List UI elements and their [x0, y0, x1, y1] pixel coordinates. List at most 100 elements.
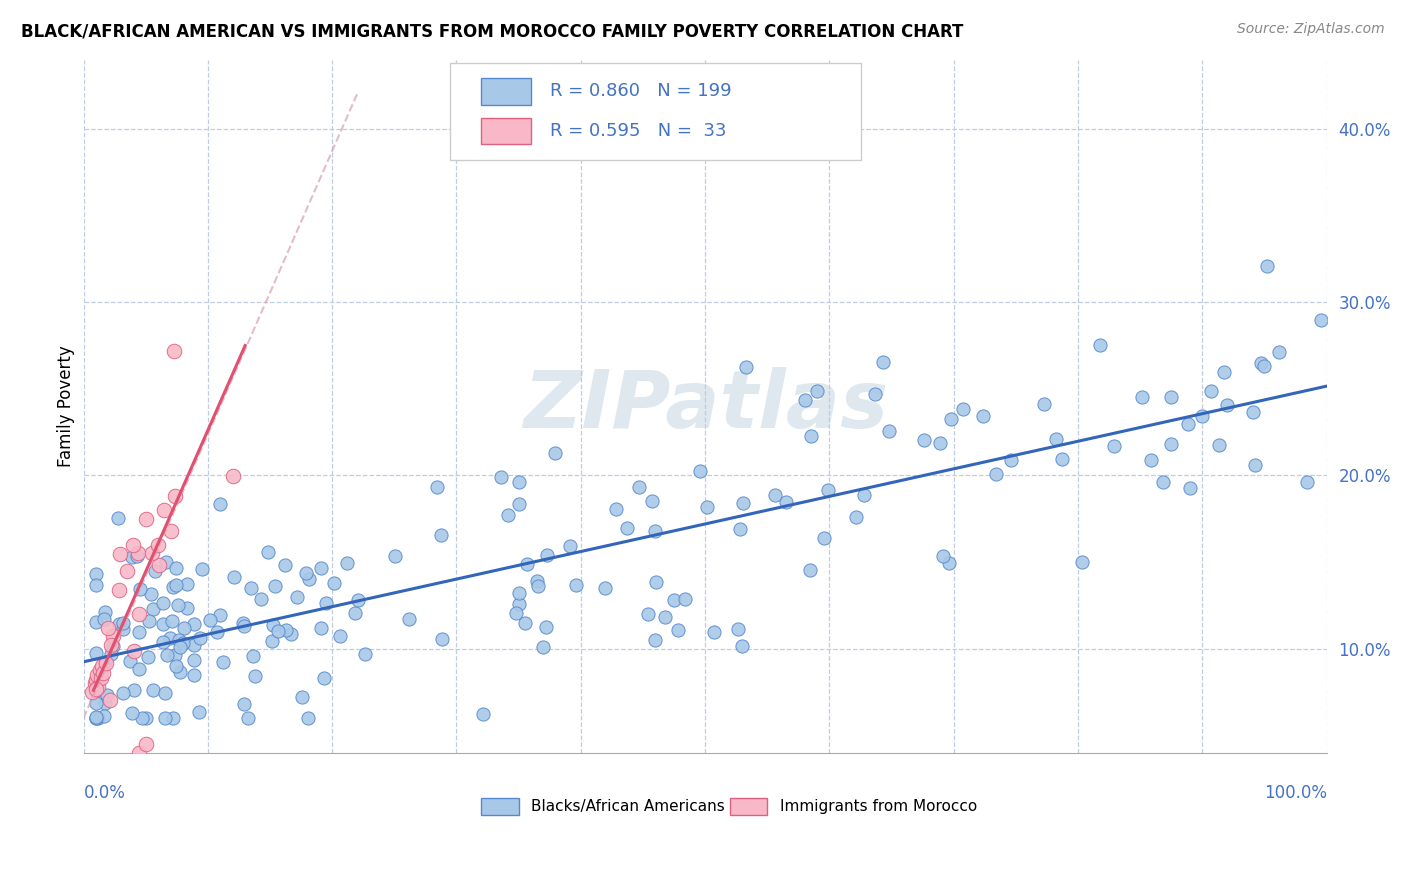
- Point: [285, 590, 308, 604]
- Point: [135, 737, 157, 751]
- Point: [972, 409, 994, 423]
- Point: [173, 621, 195, 635]
- Point: [329, 629, 352, 643]
- Point: [240, 581, 263, 595]
- Point: [644, 524, 666, 539]
- Point: [112, 615, 135, 630]
- Point: [666, 623, 689, 637]
- Point: [938, 556, 960, 570]
- Point: [274, 623, 297, 637]
- Point: [108, 617, 131, 632]
- Point: [124, 644, 146, 658]
- Point: [166, 598, 188, 612]
- Point: [232, 615, 254, 630]
- Point: [155, 686, 177, 700]
- Point: [84, 711, 107, 725]
- Point: [172, 636, 194, 650]
- Point: [1160, 390, 1182, 404]
- Point: [128, 746, 150, 760]
- Point: [952, 402, 974, 417]
- Point: [489, 469, 512, 483]
- Point: [122, 538, 145, 552]
- Point: [135, 711, 157, 725]
- Point: [322, 576, 344, 591]
- Point: [426, 480, 449, 494]
- Text: 0.0%: 0.0%: [83, 784, 125, 802]
- Point: [794, 392, 817, 407]
- Text: R = 0.595   N =  33: R = 0.595 N = 33: [550, 122, 727, 140]
- Point: [141, 546, 163, 560]
- Point: [939, 411, 962, 425]
- Point: [516, 558, 538, 572]
- Point: [138, 614, 160, 628]
- Point: [654, 610, 676, 624]
- Point: [94, 656, 117, 670]
- Point: [84, 696, 107, 710]
- Point: [605, 502, 627, 516]
- Point: [673, 591, 696, 606]
- Point: [295, 566, 318, 580]
- Point: [138, 649, 160, 664]
- Point: [430, 632, 453, 646]
- Point: [398, 612, 420, 626]
- Point: [183, 638, 205, 652]
- Point: [84, 578, 107, 592]
- Point: [260, 633, 283, 648]
- Point: [1050, 451, 1073, 466]
- Point: [84, 673, 107, 687]
- Point: [125, 549, 148, 563]
- Point: [912, 433, 935, 447]
- Point: [1191, 409, 1213, 423]
- Point: [1033, 397, 1056, 411]
- Point: [152, 635, 174, 649]
- Point: [86, 667, 108, 681]
- Point: [135, 512, 157, 526]
- Text: Immigrants from Morocco: Immigrants from Morocco: [780, 799, 977, 814]
- Point: [82, 685, 104, 699]
- Point: [1253, 359, 1275, 373]
- Point: [1199, 384, 1222, 398]
- Text: Blacks/African Americans: Blacks/African Americans: [531, 799, 725, 814]
- Point: [142, 602, 165, 616]
- Point: [1045, 433, 1067, 447]
- Point: [84, 615, 107, 630]
- Point: [1256, 260, 1278, 274]
- Point: [84, 709, 107, 723]
- Text: Source: ZipAtlas.com: Source: ZipAtlas.com: [1237, 22, 1385, 37]
- Point: [103, 639, 125, 653]
- Point: [169, 640, 191, 654]
- Point: [527, 579, 550, 593]
- Point: [128, 624, 150, 639]
- Point: [1267, 345, 1289, 359]
- Point: [94, 696, 117, 710]
- Point: [159, 631, 181, 645]
- Point: [122, 682, 145, 697]
- Point: [297, 711, 319, 725]
- Point: [728, 522, 751, 536]
- Point: [928, 435, 950, 450]
- Point: [877, 425, 900, 439]
- Point: [183, 617, 205, 632]
- Point: [152, 617, 174, 632]
- Point: [146, 538, 169, 552]
- Point: [280, 627, 302, 641]
- Point: [354, 647, 377, 661]
- Point: [83, 676, 105, 690]
- Point: [274, 558, 297, 572]
- Point: [800, 429, 823, 443]
- Point: [165, 658, 187, 673]
- Point: [1309, 312, 1331, 326]
- Point: [162, 711, 184, 725]
- Point: [91, 659, 114, 673]
- Point: [544, 446, 567, 460]
- Point: [153, 711, 176, 725]
- Point: [97, 621, 120, 635]
- Point: [200, 613, 222, 627]
- Point: [309, 561, 332, 575]
- Point: [90, 671, 112, 685]
- Point: [496, 508, 519, 522]
- Point: [257, 545, 280, 559]
- Point: [141, 683, 163, 698]
- Point: [128, 607, 150, 622]
- Text: ZIPatlas: ZIPatlas: [523, 368, 887, 445]
